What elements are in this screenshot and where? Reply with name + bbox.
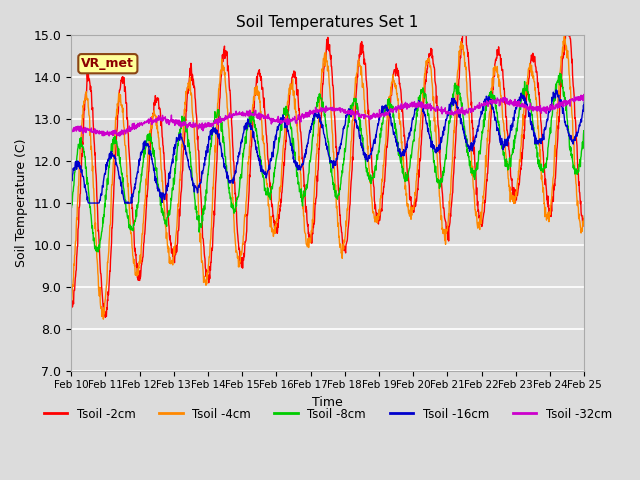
Tsoil -32cm [128, 125, 136, 131]
Tsoil -8cm [360, 143, 367, 149]
Tsoil -4cm [360, 84, 367, 90]
Tsoil -2cm [580, 223, 588, 229]
Tsoil -8cm [94, 249, 102, 255]
Tsoil -8cm [128, 228, 136, 233]
Tsoil -32cm [580, 92, 588, 97]
Tsoil -4cm [285, 85, 293, 91]
Line: Tsoil -8cm: Tsoil -8cm [71, 73, 584, 252]
Tsoil -16cm [296, 167, 303, 172]
Tsoil -8cm [285, 115, 293, 121]
Tsoil -4cm [580, 213, 588, 219]
Tsoil -16cm [67, 176, 75, 182]
Line: Tsoil -32cm: Tsoil -32cm [71, 95, 584, 136]
Tsoil -8cm [296, 188, 303, 194]
Tsoil -16cm [580, 99, 588, 105]
Tsoil -4cm [561, 34, 568, 39]
Line: Tsoil -2cm: Tsoil -2cm [71, 27, 584, 317]
Tsoil -8cm [305, 170, 313, 176]
Tsoil -4cm [296, 163, 303, 168]
Tsoil -8cm [67, 204, 75, 210]
Tsoil -2cm [285, 102, 293, 108]
Text: VR_met: VR_met [81, 57, 134, 70]
Tsoil -16cm [108, 156, 115, 161]
Tsoil -32cm [360, 112, 367, 118]
Tsoil -2cm [296, 118, 303, 124]
Tsoil -16cm [285, 133, 293, 139]
Tsoil -2cm [128, 206, 136, 212]
Tsoil -16cm [305, 132, 313, 138]
Tsoil -32cm [285, 117, 293, 123]
Tsoil -16cm [552, 87, 560, 93]
Legend: Tsoil -2cm, Tsoil -4cm, Tsoil -8cm, Tsoil -16cm, Tsoil -32cm: Tsoil -2cm, Tsoil -4cm, Tsoil -8cm, Tsoi… [39, 403, 616, 425]
Tsoil -32cm [580, 96, 588, 102]
Tsoil -2cm [305, 234, 313, 240]
Tsoil -2cm [562, 24, 570, 30]
Tsoil -4cm [99, 316, 107, 322]
Tsoil -16cm [360, 152, 367, 157]
Tsoil -4cm [67, 298, 75, 303]
Tsoil -2cm [108, 246, 115, 252]
Tsoil -8cm [580, 132, 588, 137]
Tsoil -8cm [556, 71, 564, 76]
Tsoil -4cm [108, 196, 115, 202]
Line: Tsoil -4cm: Tsoil -4cm [71, 36, 584, 319]
Tsoil -2cm [102, 314, 109, 320]
Tsoil -4cm [305, 241, 313, 247]
Tsoil -2cm [67, 298, 75, 303]
Tsoil -32cm [116, 133, 124, 139]
Tsoil -32cm [305, 114, 313, 120]
Tsoil -2cm [360, 49, 367, 55]
Tsoil -32cm [296, 113, 303, 119]
Tsoil -32cm [67, 130, 75, 135]
Tsoil -16cm [85, 200, 93, 206]
Title: Soil Temperatures Set 1: Soil Temperatures Set 1 [236, 15, 419, 30]
Tsoil -8cm [108, 144, 115, 150]
X-axis label: Time: Time [312, 396, 343, 409]
Tsoil -4cm [128, 245, 136, 251]
Line: Tsoil -16cm: Tsoil -16cm [71, 90, 584, 203]
Tsoil -32cm [107, 132, 115, 137]
Tsoil -16cm [128, 192, 136, 197]
Y-axis label: Soil Temperature (C): Soil Temperature (C) [15, 139, 28, 267]
